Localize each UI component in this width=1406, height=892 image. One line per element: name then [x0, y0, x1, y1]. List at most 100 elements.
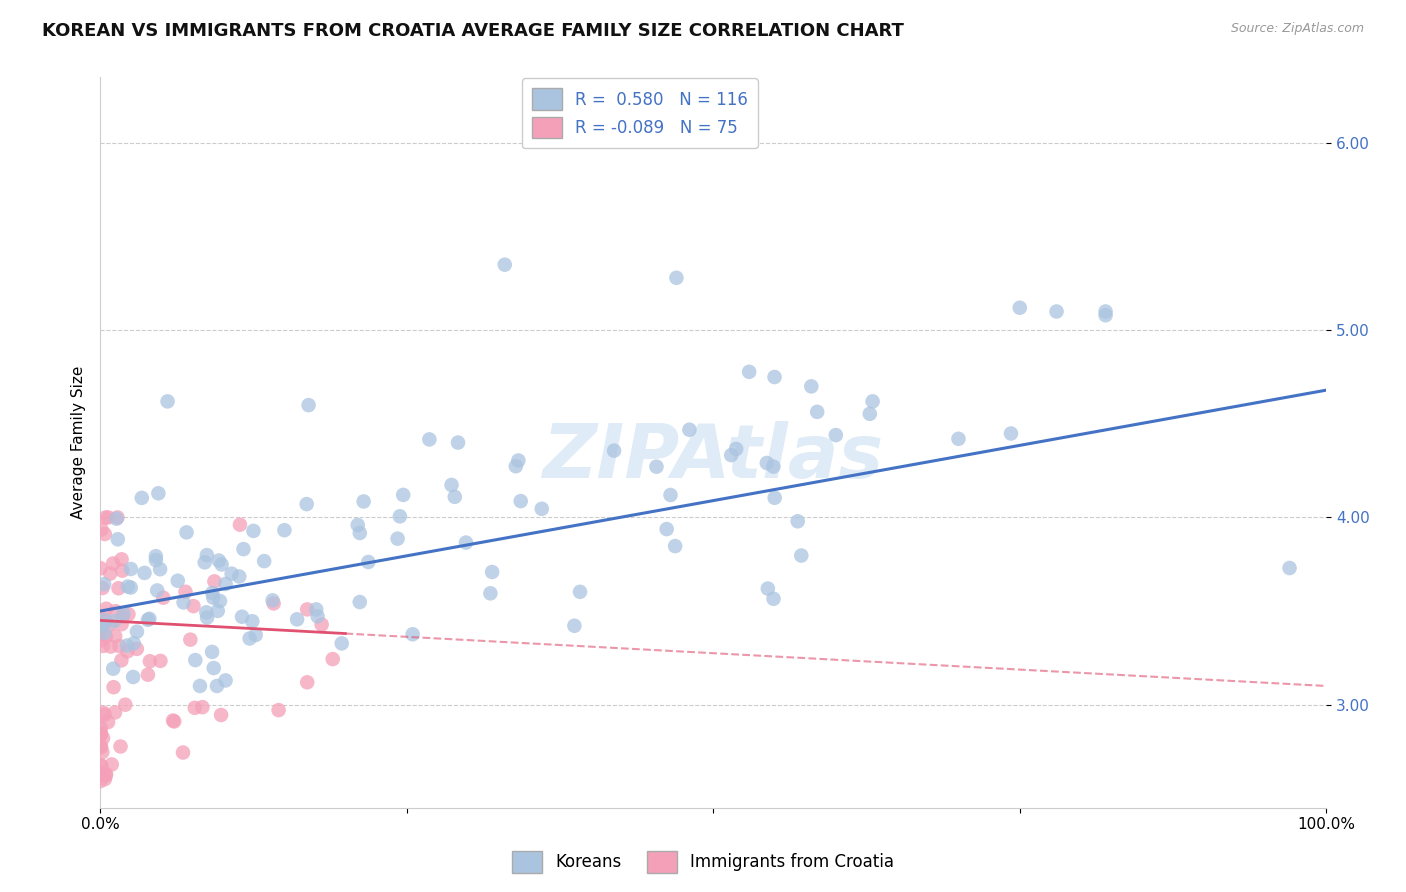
Point: [110, 617, 132, 632]
Point: [221, 566, 243, 581]
Point: [145, 549, 167, 563]
Point: [91, 639, 114, 653]
Point: [1094, 304, 1116, 318]
Point: [603, 443, 626, 458]
Point: [349, 526, 371, 541]
Point: [183, 599, 205, 614]
Point: [322, 652, 344, 666]
Point: [176, 525, 198, 540]
Point: [239, 632, 262, 646]
Point: [191, 700, 214, 714]
Point: [295, 497, 318, 511]
Text: Source: ZipAtlas.com: Source: ZipAtlas.com: [1230, 22, 1364, 36]
Point: [211, 558, 233, 572]
Point: [91, 581, 114, 595]
Point: [90, 523, 112, 537]
Point: [134, 566, 156, 580]
Point: [800, 379, 823, 393]
Point: [388, 509, 411, 524]
Point: [131, 491, 153, 505]
Point: [307, 609, 329, 624]
Point: [89, 617, 111, 632]
Point: [90, 624, 112, 639]
Point: [90, 740, 112, 755]
Point: [1045, 304, 1067, 318]
Point: [297, 602, 319, 616]
Point: [90, 721, 112, 735]
Point: [90, 739, 112, 753]
Point: [346, 518, 368, 533]
Point: [755, 456, 778, 470]
Point: [101, 557, 124, 571]
Point: [762, 591, 785, 606]
Point: [117, 607, 139, 622]
Point: [509, 494, 531, 508]
Point: [201, 586, 224, 600]
Point: [214, 577, 236, 591]
Point: [98, 617, 121, 632]
Point: [447, 435, 470, 450]
Text: KOREAN VS IMMIGRANTS FROM CROATIA AVERAGE FAMILY SIZE CORRELATION CHART: KOREAN VS IMMIGRANTS FROM CROATIA AVERAG…: [42, 22, 904, 40]
Point: [285, 612, 308, 626]
Point: [349, 595, 371, 609]
Legend: Koreans, Immigrants from Croatia: Koreans, Immigrants from Croatia: [505, 845, 901, 880]
Point: [262, 593, 284, 607]
Point: [494, 258, 516, 272]
Point: [93, 612, 115, 626]
Point: [115, 639, 138, 653]
Point: [1000, 426, 1022, 441]
Point: [117, 580, 139, 594]
Point: [530, 501, 553, 516]
Point: [172, 746, 194, 760]
Point: [569, 585, 592, 599]
Point: [120, 562, 142, 576]
Point: [806, 405, 828, 419]
Point: [720, 448, 742, 462]
Point: [195, 548, 218, 562]
Point: [1008, 301, 1031, 315]
Y-axis label: Average Family Size: Average Family Size: [72, 366, 86, 519]
Point: [763, 491, 786, 505]
Point: [100, 757, 122, 772]
Point: [120, 581, 142, 595]
Point: [645, 459, 668, 474]
Point: [208, 594, 231, 608]
Point: [267, 703, 290, 717]
Point: [440, 478, 463, 492]
Text: ZIPAtlas: ZIPAtlas: [543, 421, 884, 493]
Point: [184, 701, 207, 715]
Point: [231, 609, 253, 624]
Point: [214, 673, 236, 688]
Point: [353, 494, 375, 508]
Point: [202, 574, 225, 589]
Point: [508, 453, 530, 467]
Point: [94, 615, 117, 629]
Point: [295, 675, 318, 690]
Point: [103, 614, 125, 628]
Point: [90, 618, 112, 632]
Point: [273, 523, 295, 537]
Point: [89, 774, 111, 789]
Point: [149, 654, 172, 668]
Point: [94, 767, 117, 781]
Point: [762, 459, 785, 474]
Point: [202, 661, 225, 675]
Point: [387, 532, 409, 546]
Point: [790, 549, 813, 563]
Point: [110, 739, 132, 754]
Point: [228, 569, 250, 583]
Point: [89, 561, 111, 575]
Point: [763, 370, 786, 384]
Point: [111, 609, 134, 624]
Legend: R =  0.580   N = 116, R = -0.089   N = 75: R = 0.580 N = 116, R = -0.089 N = 75: [522, 78, 758, 148]
Point: [90, 727, 112, 741]
Point: [96, 601, 118, 615]
Point: [862, 394, 884, 409]
Point: [195, 605, 218, 619]
Point: [195, 610, 218, 624]
Point: [94, 527, 117, 541]
Point: [145, 553, 167, 567]
Point: [103, 680, 125, 694]
Point: [454, 535, 477, 549]
Point: [202, 591, 225, 605]
